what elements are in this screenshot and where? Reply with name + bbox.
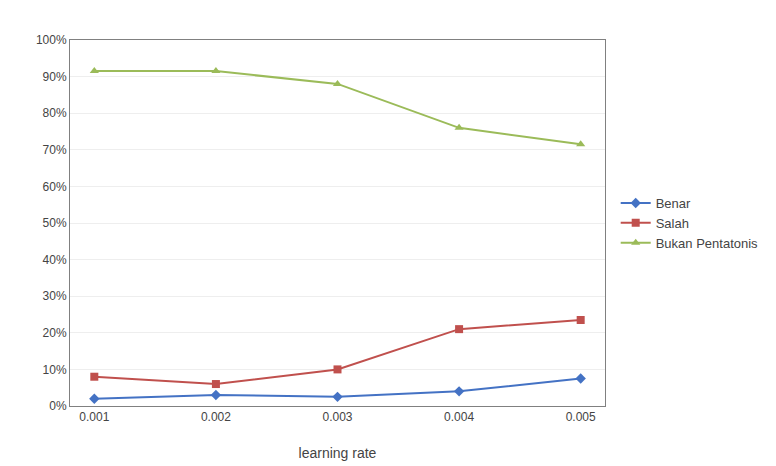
- svg-text:0.005: 0.005: [566, 410, 596, 424]
- svg-text:0.004: 0.004: [444, 410, 474, 424]
- svg-text:90%: 90%: [43, 70, 67, 84]
- svg-text:80%: 80%: [43, 106, 67, 120]
- svg-text:0.001: 0.001: [79, 410, 109, 424]
- svg-text:Benar: Benar: [656, 196, 691, 211]
- svg-text:0%: 0%: [49, 399, 67, 413]
- svg-text:Salah: Salah: [656, 216, 689, 231]
- svg-text:60%: 60%: [43, 180, 67, 194]
- svg-text:0.002: 0.002: [201, 410, 231, 424]
- svg-text:70%: 70%: [43, 143, 67, 157]
- svg-text:100%: 100%: [36, 33, 67, 47]
- svg-text:learning rate: learning rate: [299, 445, 377, 461]
- svg-text:50%: 50%: [43, 216, 67, 230]
- svg-text:Bukan Pentatonis: Bukan Pentatonis: [656, 236, 758, 251]
- svg-text:10%: 10%: [43, 363, 67, 377]
- svg-text:40%: 40%: [43, 253, 67, 267]
- svg-text:20%: 20%: [43, 326, 67, 340]
- svg-text:30%: 30%: [43, 289, 67, 303]
- svg-text:0.003: 0.003: [322, 410, 352, 424]
